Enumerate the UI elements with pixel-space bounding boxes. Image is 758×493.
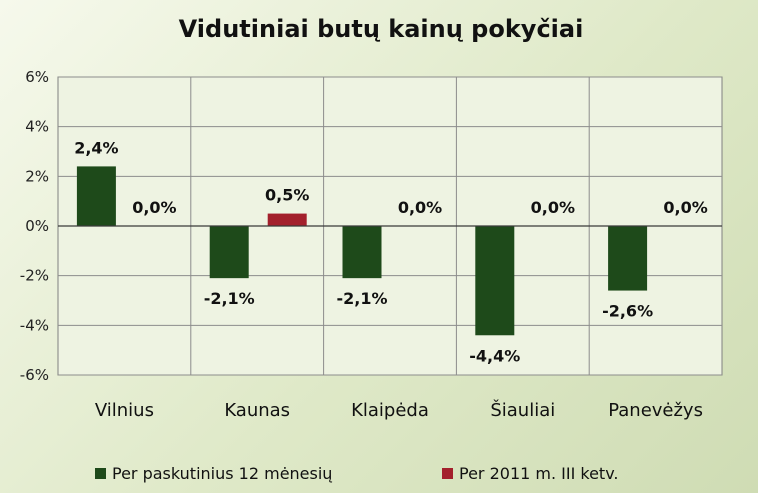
y-tick-label: 4% <box>25 118 49 136</box>
x-category-label: Kaunas <box>224 400 290 421</box>
data-label: 0,0% <box>398 198 442 217</box>
bar-series-2 <box>267 213 307 226</box>
bar-series-1 <box>475 226 515 336</box>
data-label: -2,1% <box>336 289 387 308</box>
data-label: 0,0% <box>132 198 176 217</box>
y-tick-label: 0% <box>25 217 49 235</box>
bar-series-1 <box>608 226 648 291</box>
data-label: -2,1% <box>204 289 255 308</box>
legend-swatch <box>442 468 453 479</box>
x-category-label: Panevėžys <box>608 400 703 421</box>
y-tick-label: 6% <box>25 68 49 86</box>
legend: Per paskutinius 12 mėnesių Per 2011 m. II… <box>95 464 619 483</box>
data-label: 0,0% <box>663 198 707 217</box>
y-tick-label: -4% <box>20 316 49 334</box>
y-tick-label: -2% <box>20 267 49 285</box>
bar-series-1 <box>76 166 116 226</box>
legend-entry: Per 2011 m. III ketv. <box>459 464 619 483</box>
bar-series-1 <box>209 226 249 279</box>
data-label: -4,4% <box>469 346 520 365</box>
x-category-label: Vilnius <box>95 400 154 421</box>
chart-title: Vidutiniai butų kainų pokyčiai <box>179 15 584 43</box>
data-label: 0,0% <box>531 198 575 217</box>
legend-swatch <box>95 468 106 479</box>
bar-series-1 <box>342 226 382 279</box>
data-label: 0,5% <box>265 186 309 205</box>
data-label: 2,4% <box>74 138 118 157</box>
plot-area: 6% 4% 2% 0% -2% -4% -6% 2,4% 0,0% Vilnius -2,1% 0,5… <box>20 68 723 421</box>
data-label: -2,6% <box>602 302 653 321</box>
legend-entry: Per paskutinius 12 mėnesių <box>112 464 332 483</box>
y-tick-label: -6% <box>20 366 49 384</box>
x-category-label: Klaipėda <box>351 400 429 421</box>
y-tick-label: 2% <box>25 167 49 185</box>
x-category-label: Šiauliai <box>490 399 555 421</box>
